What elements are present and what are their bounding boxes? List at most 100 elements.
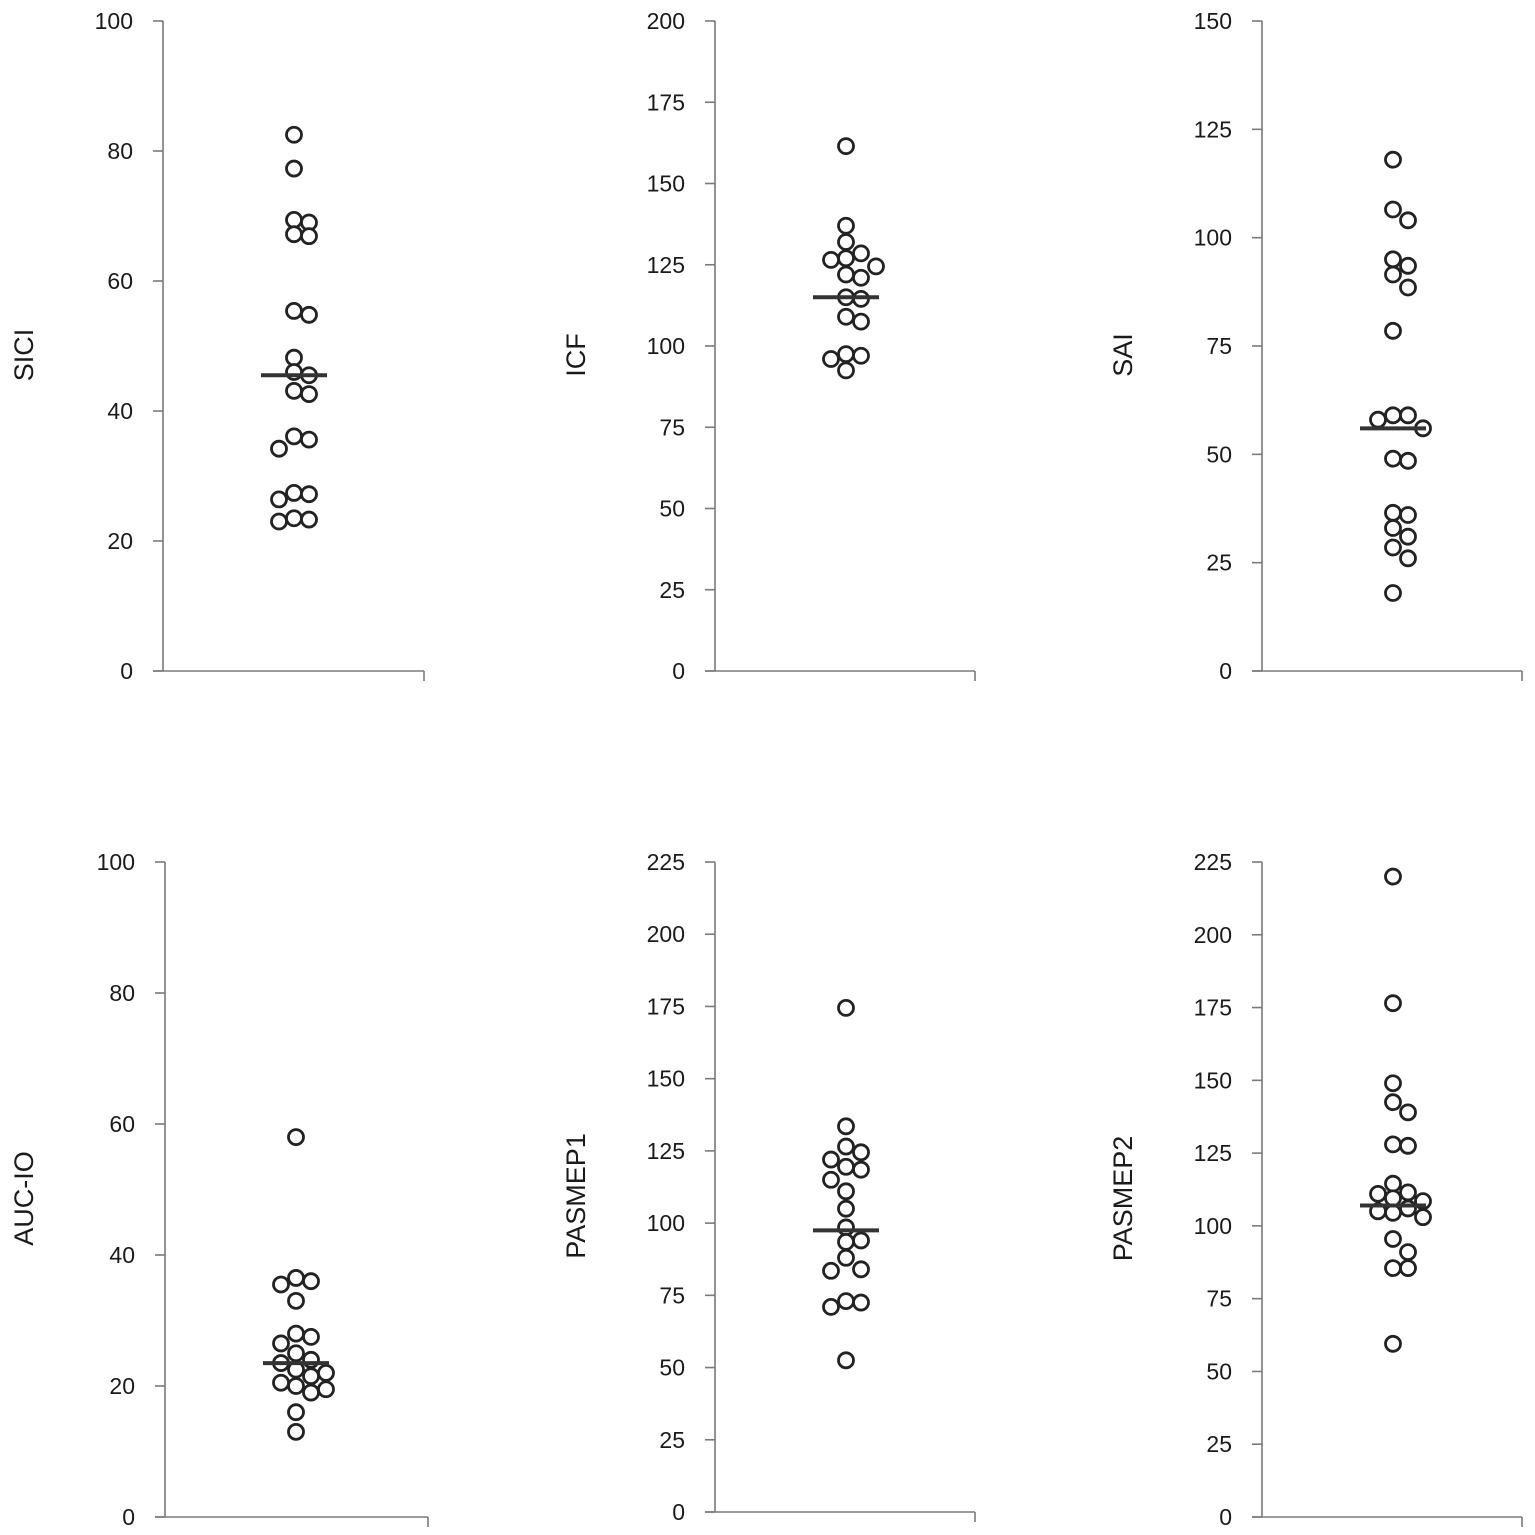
pasmep1-y-tick-label: 225 — [647, 849, 685, 875]
sai-data-point — [1399, 527, 1417, 546]
sici-data-point — [300, 430, 318, 449]
pasmep2-y-tick-label: 200 — [1194, 922, 1232, 948]
sici-data-point — [300, 385, 318, 404]
icf-y-tick-label: 200 — [647, 8, 685, 34]
auc-io-y-tick-label: 60 — [109, 1111, 135, 1137]
sai-data-point — [1399, 406, 1417, 425]
sai-data-point — [1399, 256, 1417, 275]
pasmep2-y-tick-label: 50 — [1206, 1358, 1232, 1384]
pasmep1-y-tick-label: 50 — [659, 1355, 685, 1381]
pasmep1-y-tick-label: 100 — [647, 1210, 685, 1236]
sai-data-point — [1384, 519, 1402, 537]
pasmep2-y-tick-label: 225 — [1194, 849, 1232, 875]
auc-io-data-point — [302, 1272, 320, 1291]
sai-data-point — [1399, 549, 1417, 568]
sici-data-point — [270, 490, 288, 509]
pasmep2-y-tick-label: 75 — [1206, 1286, 1232, 1312]
pasmep2-data-point — [1384, 1259, 1402, 1277]
icf-y-tick-label: 50 — [659, 496, 685, 522]
pasmep2-data-point — [1384, 994, 1402, 1013]
pasmep2-y-tick-label: 100 — [1194, 1213, 1232, 1239]
pasmep1-data-point — [837, 1137, 855, 1156]
pasmep2-data-point — [1399, 1136, 1417, 1155]
icf-y-tick-label: 125 — [647, 252, 685, 278]
sici-data-point — [270, 439, 288, 458]
icf-y-axis-label: ICF — [561, 333, 591, 377]
pasmep2-y-axis-label: PASMEP2 — [1108, 1136, 1138, 1262]
auc-io-y-tick-label: 20 — [109, 1373, 135, 1399]
sici-y-tick-label: 60 — [107, 268, 133, 294]
sai-y-tick-label: 150 — [1194, 8, 1232, 34]
pasmep1-data-point — [837, 1351, 855, 1370]
icf-data-point — [852, 268, 870, 287]
auc-io-data-point — [287, 1291, 305, 1310]
sici-data-point — [270, 512, 288, 531]
icf-data-point — [867, 257, 885, 276]
pasmep2-y-tick-label: 150 — [1194, 1067, 1232, 1093]
sai-data-point — [1384, 265, 1402, 284]
pasmep1-y-tick-label: 25 — [659, 1427, 685, 1453]
sici-data-point — [300, 305, 318, 324]
sai-y-axis-label: SAI — [1108, 333, 1138, 377]
auc-io-data-point — [302, 1327, 320, 1346]
icf-data-point — [852, 346, 870, 365]
sai-y-tick-label: 50 — [1206, 441, 1232, 467]
pasmep2-data-point — [1384, 1230, 1402, 1248]
pasmep2-data-point — [1399, 1103, 1417, 1122]
pasmep2-y-tick-label: 0 — [1219, 1504, 1232, 1530]
sai-data-point — [1399, 211, 1417, 230]
sai-y-tick-label: 100 — [1194, 225, 1232, 251]
sai-data-point — [1384, 150, 1402, 169]
pasmep1-data-point — [837, 998, 855, 1017]
sai-data-point — [1399, 451, 1417, 470]
pasmep2-data-point — [1399, 1199, 1417, 1218]
pasmep1-y-axis-label: PASMEP1 — [561, 1133, 591, 1259]
pasmep1-y-tick-label: 125 — [647, 1138, 685, 1164]
auc-io-data-point — [287, 1128, 305, 1146]
sici-y-tick-label: 20 — [107, 528, 133, 554]
pasmep2-data-point — [1414, 1208, 1432, 1227]
sai-data-point — [1384, 538, 1402, 557]
auc-io-y-tick-label: 80 — [109, 980, 135, 1006]
auc-io-data-point — [287, 1403, 305, 1422]
auc-io-y-axis-label: AUC-IO — [9, 1151, 39, 1246]
pasmep2-data-point — [1384, 867, 1402, 886]
pasmep1-y-tick-label: 200 — [647, 921, 685, 947]
auc-io-data-point — [287, 1422, 305, 1441]
pasmep1-data-point — [852, 1293, 870, 1312]
icf-data-point — [837, 361, 855, 380]
auc-io-data-point — [302, 1383, 320, 1402]
pasmep1-data-point — [852, 1160, 870, 1179]
sici-data-point — [300, 510, 318, 529]
sai-y-tick-label: 75 — [1206, 333, 1232, 359]
icf-y-tick-label: 0 — [672, 658, 685, 684]
icf-data-point — [837, 307, 855, 326]
pasmep1-data-point — [822, 1170, 840, 1189]
pasmep1-data-point — [822, 1297, 840, 1316]
pasmep2-data-point — [1399, 1243, 1417, 1261]
icf-data-point — [822, 250, 840, 269]
pasmep1-y-tick-label: 75 — [659, 1282, 685, 1308]
icf-data-point — [852, 312, 870, 331]
sai-data-point — [1399, 506, 1417, 524]
icf-data-point — [852, 244, 870, 263]
sici-data-point — [285, 125, 303, 144]
pasmep2-data-point — [1399, 1259, 1417, 1277]
pasmep2-data-point — [1384, 1093, 1402, 1112]
sici-y-tick-label: 100 — [95, 8, 133, 34]
icf-data-point — [822, 350, 840, 368]
sici-data-point — [300, 485, 318, 504]
pasmep1-data-point — [837, 1199, 855, 1218]
icf-data-point — [837, 137, 855, 156]
sai-y-tick-label: 125 — [1194, 116, 1232, 142]
sai-y-tick-label: 25 — [1206, 550, 1232, 576]
pasmep2-data-point — [1369, 1184, 1387, 1203]
sici-data-point — [285, 159, 303, 178]
pasmep2-data-point — [1384, 1135, 1402, 1154]
